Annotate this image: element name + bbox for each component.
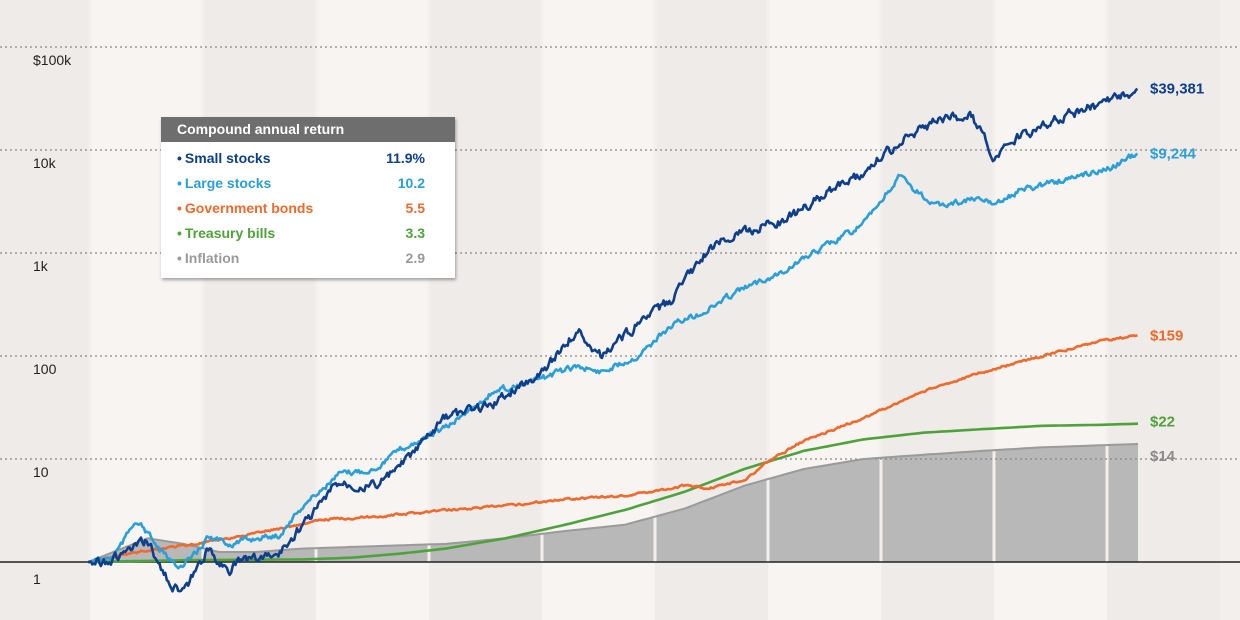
end-value-label: $9,244 <box>1150 146 1197 163</box>
legend-label: Government bonds <box>184 200 314 216</box>
y-tick-label: 10 <box>33 464 49 480</box>
series-line-government-bonds <box>87 334 1138 564</box>
y-tick-label: $100k <box>33 52 72 68</box>
end-value-label: $159 <box>1150 327 1183 344</box>
legend-bullet: • <box>177 225 182 241</box>
inflation-area <box>88 443 1138 562</box>
legend-bullet: • <box>177 250 182 266</box>
series-line-inflation <box>87 442 1139 563</box>
legend-box: Compound annual return • Small stocks 11.… <box>161 117 455 278</box>
legend-label: Large stocks <box>184 175 272 191</box>
legend-label: Inflation <box>184 250 240 266</box>
background-column <box>90 0 203 620</box>
legend-entry-treasury-bills: • Treasury bills 3.3 <box>161 221 455 246</box>
legend-entry-inflation: • Inflation 2.9 <box>161 246 455 271</box>
legend-value: 11.9% <box>386 150 425 166</box>
legend-entry-large-stocks: • Large stocks 10.2 <box>161 171 455 196</box>
legend-value: 2.9 <box>405 250 425 266</box>
y-tick-label: 1 <box>33 571 41 587</box>
legend-label: Small stocks <box>184 150 271 166</box>
background-column <box>0 0 90 620</box>
y-tick-label: 10k <box>33 155 57 171</box>
legend-label: Treasury bills <box>184 225 276 241</box>
end-value-label: $39,381 <box>1150 81 1204 98</box>
y-tick-label: 1k <box>33 258 49 274</box>
legend-value: 3.3 <box>405 225 425 241</box>
legend-entry-government-bonds: • Government bonds 5.5 <box>161 196 455 221</box>
series-line-large-stocks <box>87 152 1139 570</box>
legend-bullet: • <box>177 150 182 166</box>
end-value-label: $22 <box>1150 414 1175 431</box>
legend-entry-small-stocks: • Small stocks 11.9% <box>161 146 455 171</box>
background-column <box>316 0 429 620</box>
series-line-small-stocks <box>87 87 1139 593</box>
legend-bullet: • <box>177 175 182 191</box>
background-column <box>203 0 316 620</box>
legend-value: 10.2 <box>397 175 425 191</box>
legend-bullet: • <box>177 200 182 216</box>
background-column <box>429 0 542 620</box>
y-tick-label: 100 <box>33 361 57 377</box>
legend-value: 5.5 <box>405 200 425 216</box>
legend-title: Compound annual return <box>161 117 455 142</box>
end-value-label: $14 <box>1150 448 1176 465</box>
